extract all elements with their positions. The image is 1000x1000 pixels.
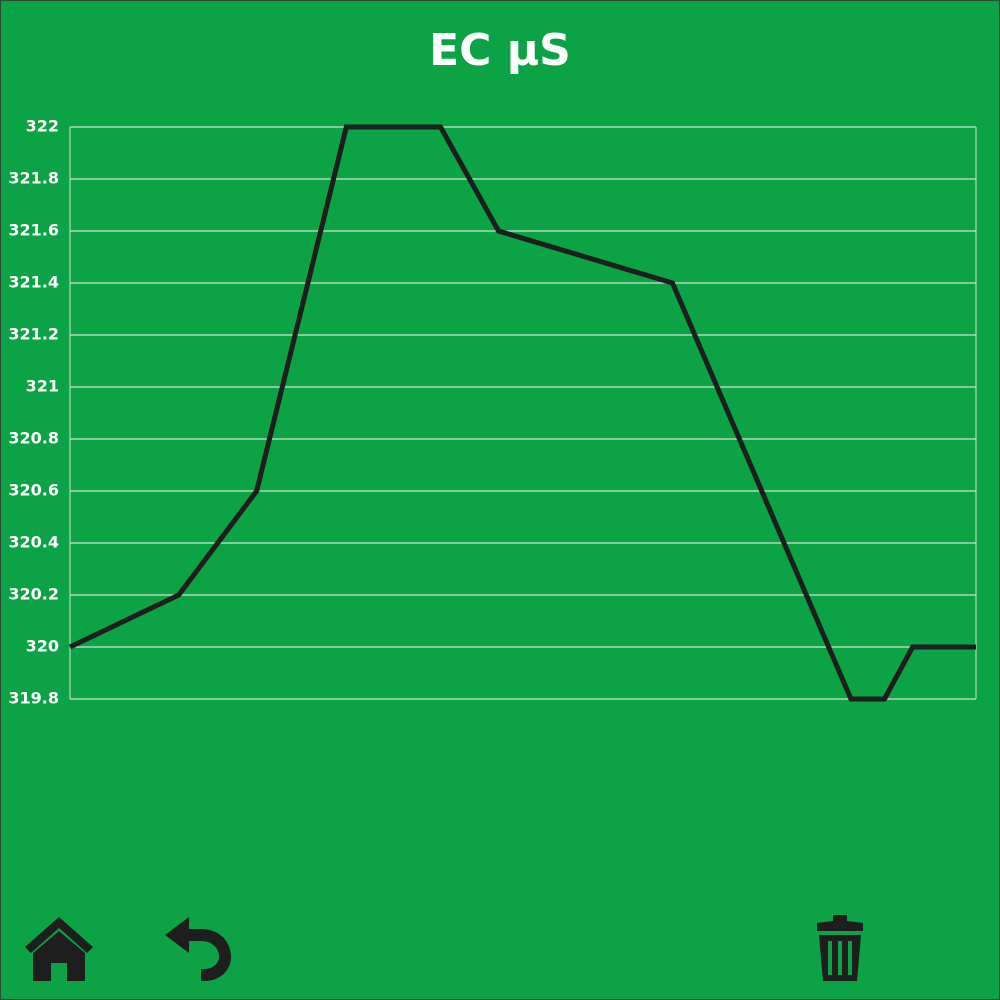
y-tick-label: 320	[26, 637, 59, 656]
y-tick-label: 319.8	[8, 689, 59, 708]
y-tick-label: 320.6	[8, 481, 59, 500]
chart-title: EC µS	[429, 25, 571, 76]
y-tick-label: 320.8	[8, 429, 59, 448]
back-button[interactable]	[161, 913, 237, 985]
delete-button[interactable]	[813, 913, 867, 983]
y-tick-label: 322	[26, 117, 59, 136]
home-button[interactable]	[23, 913, 95, 985]
data-line	[68, 124, 976, 702]
y-tick-label: 321.2	[8, 325, 59, 344]
y-tick-label: 321.6	[8, 221, 59, 240]
y-tick-label: 320.2	[8, 585, 59, 604]
y-tick-label: 320.4	[8, 533, 59, 552]
y-tick-label: 321	[26, 377, 59, 396]
y-tick-label: 321.8	[8, 169, 59, 188]
y-tick-label: 321.4	[8, 273, 59, 292]
